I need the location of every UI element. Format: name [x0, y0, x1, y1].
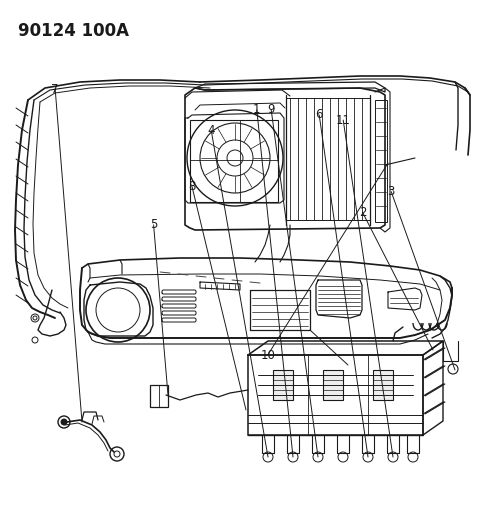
Text: 4: 4	[207, 124, 215, 137]
Text: 90124 100A: 90124 100A	[18, 22, 129, 40]
Bar	[375, 100, 387, 222]
Text: 1: 1	[253, 103, 261, 117]
Bar	[248, 355, 423, 435]
Text: 5: 5	[150, 218, 157, 231]
Text: 11: 11	[336, 113, 351, 127]
Text: 7: 7	[51, 83, 59, 96]
Text: 2: 2	[359, 205, 366, 219]
Text: 9: 9	[267, 103, 275, 117]
Text: 6: 6	[315, 108, 323, 122]
Bar	[323, 370, 343, 400]
Bar	[190, 120, 278, 202]
Bar	[373, 370, 393, 400]
Text: 8: 8	[188, 180, 196, 193]
Text: 10: 10	[260, 349, 275, 362]
Text: 3: 3	[387, 185, 395, 198]
Circle shape	[61, 419, 67, 425]
Bar	[273, 370, 293, 400]
Bar	[150, 385, 168, 407]
